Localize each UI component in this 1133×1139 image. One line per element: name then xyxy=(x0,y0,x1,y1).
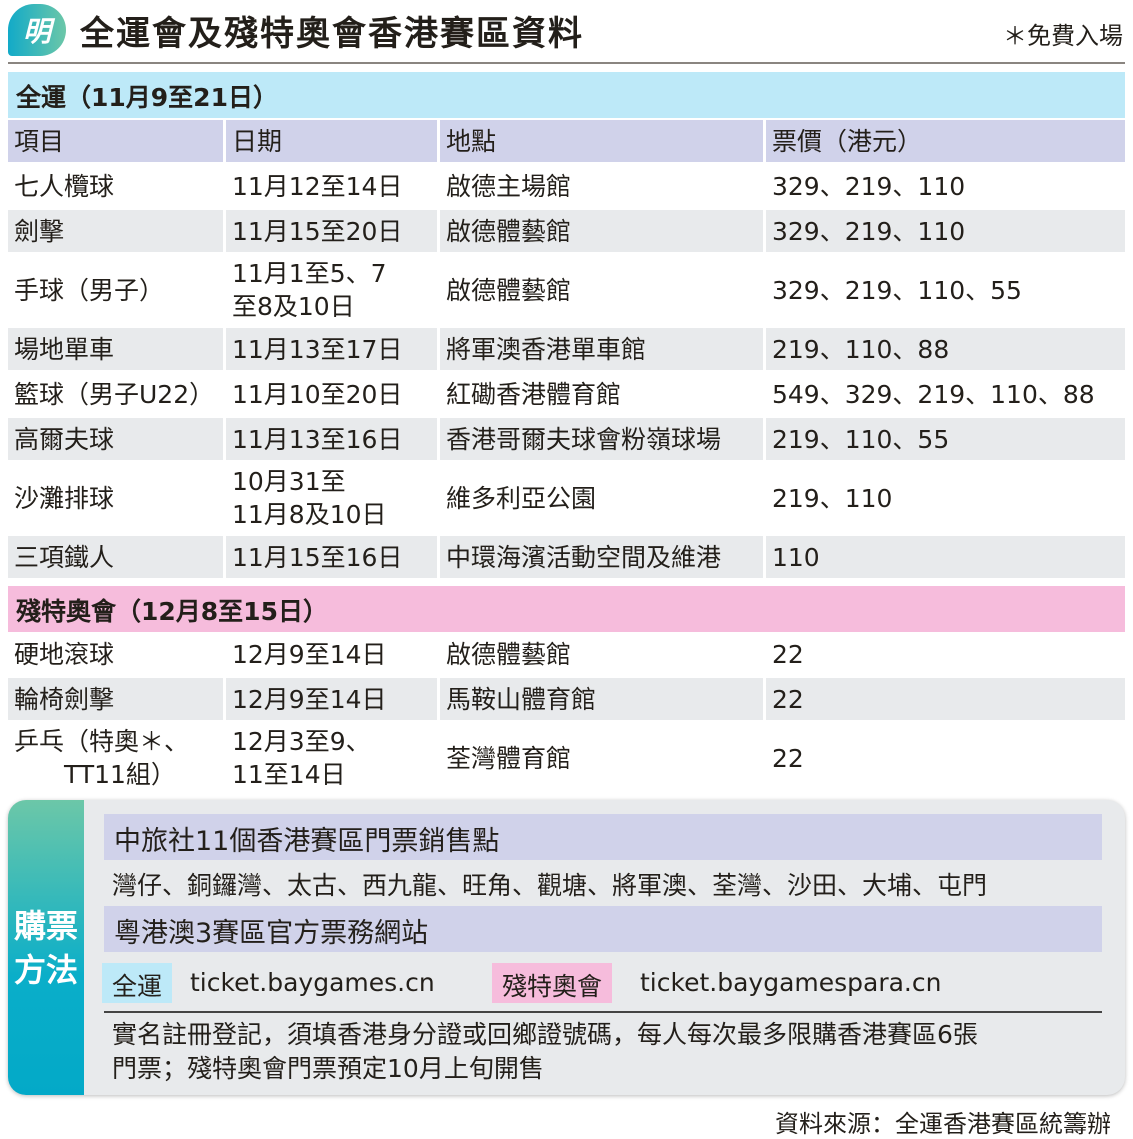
venue-cell: 啟德主場館 xyxy=(440,165,763,207)
table-row: 劍擊 11月15至20日 啟德體藝館 329、219、110 xyxy=(8,210,1125,252)
price-cell: 219、110、55 xyxy=(766,418,1125,460)
venue-cell: 馬鞍山體育館 xyxy=(440,678,763,720)
event-cell: 高爾夫球 xyxy=(8,418,223,460)
purchase-side-line: 方法 xyxy=(13,950,78,989)
outlets-title: 中旅社11個香港賽區門票銷售點 xyxy=(104,814,1102,860)
paralympic-table: 硬地滾球 12月9至14日 啟德體藝館 22 輪椅劍擊 12月9至14日 馬鞍山體育館 22 乒… xyxy=(5,630,1128,796)
table-row: 高爾夫球 11月13至16日 香港哥爾夫球會粉嶺球場 219、110、55 xyxy=(8,418,1125,460)
para-tag: 殘特奧會 xyxy=(492,963,613,1003)
logo: 明 xyxy=(8,4,66,56)
purchase-side-label: 購票 方法 xyxy=(8,800,84,1095)
price-cell: 329、219、110 xyxy=(766,210,1125,252)
header-cell: 地點 xyxy=(440,120,763,162)
table-row: 七人欖球 11月12至14日 啟德主場館 329、219、110 xyxy=(8,165,1125,207)
divider xyxy=(8,62,1125,64)
table-row: 硬地滾球 12月9至14日 啟德體藝館 22 xyxy=(8,633,1125,675)
date-cell: 12月9至14日 xyxy=(226,678,437,720)
event-cell: 籃球（男子U22） xyxy=(8,373,223,415)
venue-cell: 荃灣體育館 xyxy=(440,723,763,793)
date-cell: 11月15至20日 xyxy=(226,210,437,252)
table-row: 輪椅劍擊 12月9至14日 馬鞍山體育館 22 xyxy=(8,678,1125,720)
table-row: 三項鐵人 11月15至16日 中環海濱活動空間及維港 110 xyxy=(8,536,1125,578)
event-cell: 輪椅劍擊 xyxy=(8,678,223,720)
paralympic-band: 殘特奧會（12月8至15日） xyxy=(8,586,1125,632)
table-row: 籃球（男子U22） 11月10至20日 紅磡香港體育館 549、329、219、110… xyxy=(8,373,1125,415)
national-games-band: 全運（11月9至21日） xyxy=(8,72,1125,118)
price-cell: 22 xyxy=(766,633,1125,675)
event-cell: 乒乓（特奧＊、 TT11組） xyxy=(8,723,223,793)
table-header: 項目 日期 地點 票價（港元） xyxy=(8,120,1125,162)
divider xyxy=(104,1011,1102,1013)
venue-cell: 將軍澳香港單車館 xyxy=(440,328,763,370)
venue-cell: 啟德體藝館 xyxy=(440,255,763,325)
date-cell: 11月13至16日 xyxy=(226,418,437,460)
date-cell: 12月3至9、 11至14日 xyxy=(226,723,437,793)
header-cell: 項目 xyxy=(8,120,223,162)
free-entry-note: ＊免費入場 xyxy=(1003,22,1123,50)
table-row: 場地單車 11月13至17日 將軍澳香港單車館 219、110、88 xyxy=(8,328,1125,370)
event-cell: 劍擊 xyxy=(8,210,223,252)
para-url-link[interactable]: ticket.baygamespara.cn xyxy=(640,968,942,997)
date-cell: 11月10至20日 xyxy=(226,373,437,415)
ng-tag: 全運 xyxy=(102,963,173,1003)
date-cell: 10月31至 11月8及10日 xyxy=(226,463,437,533)
date-cell: 11月12至14日 xyxy=(226,165,437,207)
event-cell: 沙灘排球 xyxy=(8,463,223,533)
venue-cell: 中環海濱活動空間及維港 xyxy=(440,536,763,578)
price-cell: 22 xyxy=(766,678,1125,720)
table-row: 沙灘排球 10月31至 11月8及10日 維多利亞公園 219、110 xyxy=(8,463,1125,533)
event-cell: 硬地滾球 xyxy=(8,633,223,675)
venue-cell: 啟德體藝館 xyxy=(440,633,763,675)
price-cell: 22 xyxy=(766,723,1125,793)
event-cell: 場地單車 xyxy=(8,328,223,370)
table-row: 手球（男子） 11月1至5、7 至8及10日 啟德體藝館 329、219、110、55 xyxy=(8,255,1125,325)
source-note: 資料來源：全運香港賽區統籌辦 xyxy=(775,1110,1111,1138)
date-cell: 12月9至14日 xyxy=(226,633,437,675)
outlets-list: 灣仔、銅鑼灣、太古、西九龍、旺角、觀塘、將軍澳、荃灣、沙田、大埔、屯門 xyxy=(112,871,988,900)
price-cell: 329、219、110、55 xyxy=(766,255,1125,325)
price-cell: 219、110、88 xyxy=(766,328,1125,370)
event-cell: 手球（男子） xyxy=(8,255,223,325)
venue-cell: 紅磡香港體育館 xyxy=(440,373,763,415)
price-cell: 549、329、219、110、88 xyxy=(766,373,1125,415)
venue-cell: 香港哥爾夫球會粉嶺球場 xyxy=(440,418,763,460)
date-cell: 11月1至5、7 至8及10日 xyxy=(226,255,437,325)
web-title: 粵港澳3賽區官方票務網站 xyxy=(104,906,1102,952)
event-cell: 三項鐵人 xyxy=(8,536,223,578)
venue-cell: 維多利亞公園 xyxy=(440,463,763,533)
event-cell: 七人欖球 xyxy=(8,165,223,207)
header-cell: 日期 xyxy=(226,120,437,162)
price-cell: 329、219、110 xyxy=(766,165,1125,207)
purchase-box: 購票方法 中旅社11個香港賽區門票銷售點 灣仔、銅鑼灣、太古、西九龍、旺角、觀塘… xyxy=(8,800,1125,1095)
remark-text: 實名註冊登記，須填香港身分證或回鄉證號碼，每人每次最多限購香港賽區6張 門票；殘… xyxy=(112,1020,978,1083)
date-cell: 11月15至16日 xyxy=(226,536,437,578)
ng-url-link[interactable]: ticket.baygames.cn xyxy=(190,968,435,997)
table-row: 乒乓（特奧＊、 TT11組） 12月3至9、 11至14日 荃灣體育館 22 xyxy=(8,723,1125,793)
price-cell: 219、110 xyxy=(766,463,1125,533)
page-title: 全運會及殘特奧會香港賽區資料 xyxy=(80,14,584,54)
header-cell: 票價（港元） xyxy=(766,120,1125,162)
purchase-side-line: 購票 xyxy=(13,906,78,945)
national-games-table: 項目 日期 地點 票價（港元） 七人欖球 11月12至14日 啟德主場館 329、21… xyxy=(5,117,1128,581)
venue-cell: 啟德體藝館 xyxy=(440,210,763,252)
date-cell: 11月13至17日 xyxy=(226,328,437,370)
price-cell: 110 xyxy=(766,536,1125,578)
